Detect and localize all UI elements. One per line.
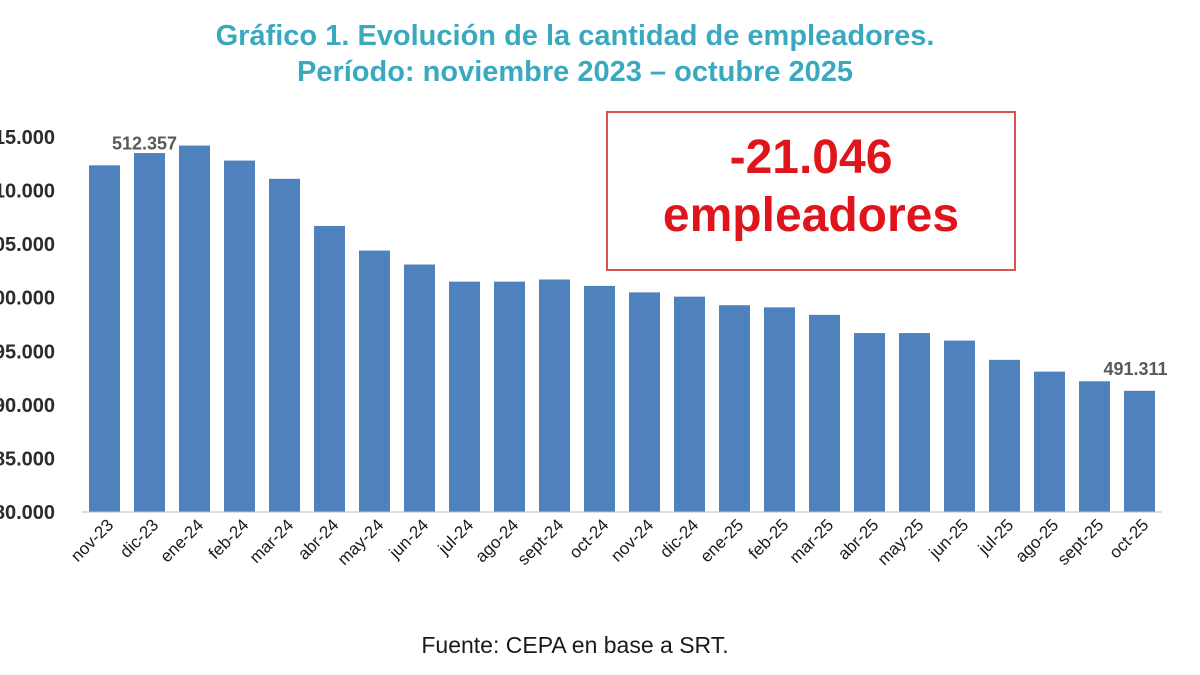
bar-oct-25 xyxy=(1124,390,1155,512)
x-tick-label: ene-25 xyxy=(696,515,747,566)
x-tick-label: oct-24 xyxy=(565,515,612,562)
y-tick-label: 510.000 xyxy=(0,181,55,203)
y-tick-label: 495.000 xyxy=(0,341,55,363)
x-tick-label: may-25 xyxy=(874,515,928,569)
x-tick-label: ago-25 xyxy=(1011,515,1062,566)
bar-may-25 xyxy=(899,333,930,512)
bar-oct-24 xyxy=(584,285,615,512)
bar-jun-24 xyxy=(404,264,435,512)
x-axis: nov-23dic-23ene-24feb-24mar-24abr-24may-… xyxy=(67,511,1162,569)
callout-value: -21.046 xyxy=(729,131,893,184)
title-line-1: Gráfico 1. Evolución de la cantidad de e… xyxy=(215,20,935,52)
bars-group xyxy=(89,145,1155,513)
bar-ene-25 xyxy=(719,305,750,512)
bar-ene-24 xyxy=(179,145,210,513)
x-tick-label: ago-24 xyxy=(471,515,522,566)
x-tick-label: sept-24 xyxy=(514,515,568,569)
x-tick-label: mar-25 xyxy=(786,515,838,567)
value-labels: 512.357 491.311 xyxy=(112,133,1168,378)
x-tick-label: may-24 xyxy=(334,515,388,569)
x-tick-label: nov-24 xyxy=(607,515,657,565)
x-tick-label: dic-24 xyxy=(656,515,702,561)
callout-label: empleadores xyxy=(662,189,960,242)
y-tick-label: 485.000 xyxy=(0,448,55,470)
data-label: 491.311 xyxy=(1103,359,1167,379)
y-tick-label: 515.000 xyxy=(0,127,55,149)
bar-feb-25 xyxy=(764,307,795,512)
y-tick-label: 505.000 xyxy=(0,234,55,256)
x-tick-label: jun-24 xyxy=(385,515,433,563)
bar-sept-25 xyxy=(1079,381,1110,512)
bar-mar-24 xyxy=(269,178,300,513)
bar-nov-23 xyxy=(89,165,120,512)
bar-ago-25 xyxy=(1034,371,1065,512)
difference-callout: -21.046 empleadores xyxy=(606,111,1016,271)
y-axis: 515.000 510.000 505.000 500.000 495.000 490.0… xyxy=(0,127,55,524)
x-tick-label: dic-23 xyxy=(116,515,162,561)
y-tick-label: 480.000 xyxy=(0,502,55,524)
chart-title: Gráfico 1. Evolución de la cantidad de e… xyxy=(0,18,1150,90)
bar-mar-25 xyxy=(809,314,840,512)
bar-jun-25 xyxy=(944,340,975,512)
bar-jul-24 xyxy=(449,281,480,512)
bar-dic-24 xyxy=(674,296,705,512)
x-tick-label: ene-24 xyxy=(156,515,207,566)
bar-feb-24 xyxy=(224,160,255,513)
title-line-2: Período: noviembre 2023 – octubre 2025 xyxy=(296,56,854,88)
x-tick-label: mar-24 xyxy=(246,515,298,567)
x-tick-label: sept-25 xyxy=(1054,515,1108,569)
bar-dic-23 xyxy=(134,153,165,513)
y-tick-label: 490.000 xyxy=(0,395,55,417)
bar-jul-25 xyxy=(989,359,1020,512)
bar-may-24 xyxy=(359,250,390,513)
bar-ago-24 xyxy=(494,281,525,512)
x-tick-label: feb-24 xyxy=(205,515,253,563)
source-note: Fuente: CEPA en base a SRT. xyxy=(421,632,729,658)
data-label: 512.357 xyxy=(112,133,177,153)
y-tick-label: 500.000 xyxy=(0,288,55,310)
bar-sept-24 xyxy=(539,279,570,512)
bar-abr-25 xyxy=(854,333,885,512)
x-tick-label: oct-25 xyxy=(1105,515,1152,562)
x-tick-label: feb-25 xyxy=(745,515,793,563)
x-tick-label: nov-23 xyxy=(67,515,117,565)
x-tick-label: jun-25 xyxy=(925,515,973,563)
bar-nov-24 xyxy=(629,292,660,512)
bar-abr-24 xyxy=(314,225,345,512)
